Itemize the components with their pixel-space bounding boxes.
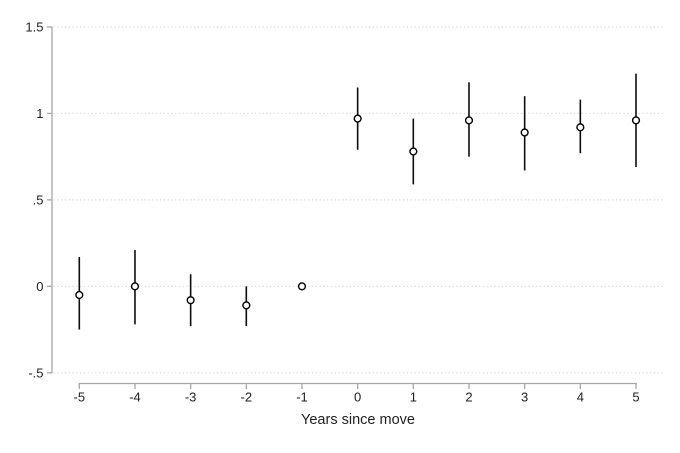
y-tick-label: .5 — [33, 193, 44, 208]
x-tick-label: 1 — [410, 390, 417, 405]
y-tick-label: -.5 — [28, 365, 43, 380]
x-tick-label: 0 — [354, 390, 361, 405]
x-tick-label: -2 — [241, 390, 253, 405]
point-marker — [297, 282, 307, 291]
point-marker — [130, 282, 140, 291]
x-tick-label: -1 — [296, 390, 308, 405]
point-marker — [242, 301, 251, 310]
x-tick-label: -4 — [129, 390, 141, 405]
data-points — [75, 73, 641, 330]
y-tick-label: 0 — [36, 279, 43, 294]
point-marker — [520, 128, 529, 137]
y-tick-label: 1 — [36, 106, 43, 121]
y-tick-label: 1.5 — [25, 20, 43, 35]
x-tick-label: -5 — [74, 390, 86, 405]
y-axis-ticks: -.5 0 .5 1 1.5 — [25, 20, 52, 380]
x-tick-label: -3 — [185, 390, 197, 405]
x-axis-title: Years since move — [301, 412, 415, 428]
point-marker — [353, 114, 362, 123]
point-marker — [75, 290, 84, 300]
x-tick-label: 5 — [632, 390, 639, 405]
x-tick-label: 2 — [465, 390, 472, 405]
x-tick-label: 4 — [577, 390, 584, 405]
point-marker — [464, 116, 474, 125]
point-marker — [576, 123, 585, 132]
point-marker — [631, 116, 641, 125]
x-axis-ticks: -5 -4 -3 -2 -1 0 1 2 3 4 5 — [74, 383, 640, 405]
point-marker — [409, 147, 418, 156]
x-tick-label: 3 — [521, 390, 528, 405]
gridlines — [53, 26, 663, 374]
point-marker — [186, 296, 195, 305]
